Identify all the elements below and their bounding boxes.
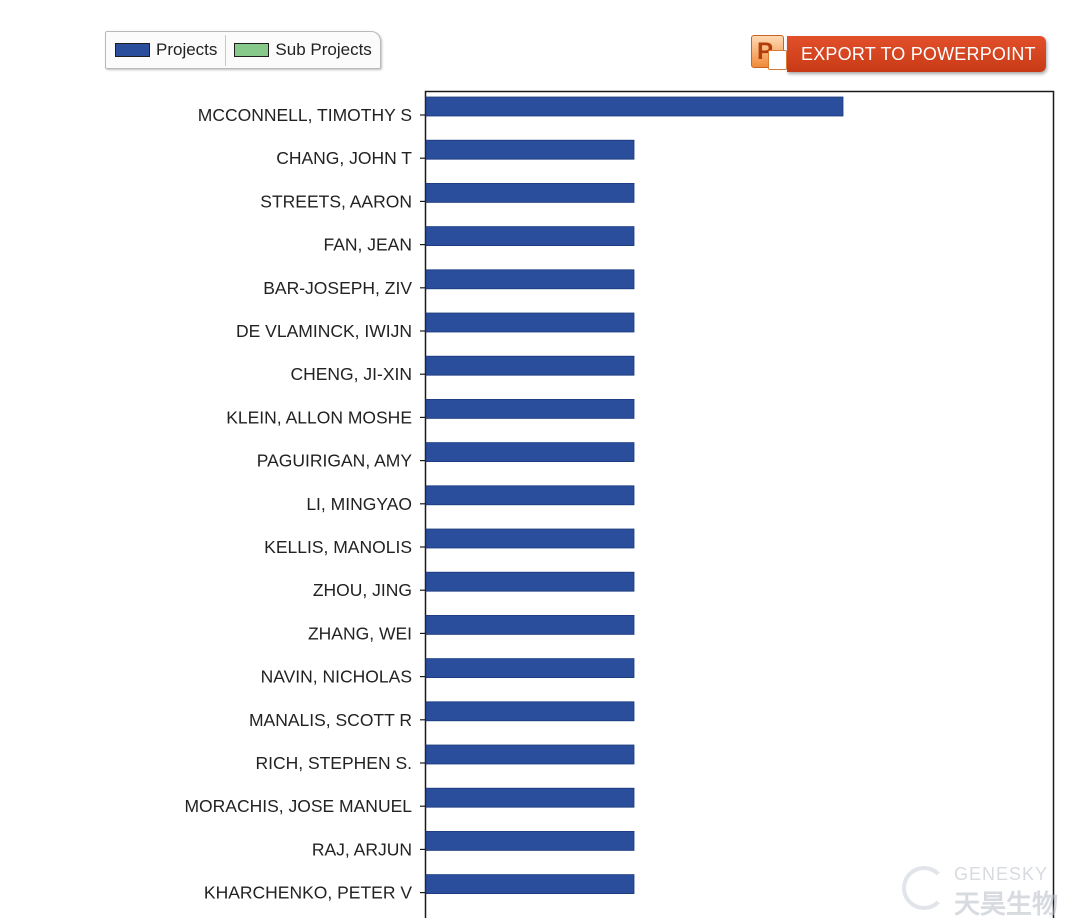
y-axis-tick-label: PAGUIRIGAN, AMY xyxy=(257,451,413,471)
y-axis-tick-label: FAN, JEAN xyxy=(324,235,413,255)
legend-label-sub-projects: Sub Projects xyxy=(275,40,372,59)
y-axis-tick-label: KHARCHENKO, PETER V xyxy=(204,883,412,903)
bar-projects[interactable] xyxy=(425,615,635,635)
bar-projects[interactable] xyxy=(425,312,635,333)
y-axis-tick-label: CHENG, JI-XIN xyxy=(290,364,412,384)
bar-projects[interactable] xyxy=(425,442,635,463)
watermark-brand-en: GENESKY xyxy=(954,864,1049,884)
y-axis-tick-label: LI, MINGYAO xyxy=(306,494,412,514)
y-axis-tick-label: BAR-JOSEPH, ZIV xyxy=(263,278,412,298)
y-axis-tick-label: RICH, STEPHEN S. xyxy=(255,753,412,773)
bar-projects[interactable] xyxy=(425,874,635,894)
bar-projects[interactable] xyxy=(425,96,844,117)
export-button-label: EXPORT TO POWERPOINT xyxy=(787,36,1046,72)
y-axis-tick-label: KLEIN, ALLON MOSHE xyxy=(226,407,412,427)
y-axis-tick-label: ZHOU, JING xyxy=(313,580,412,600)
legend-item-sub-projects[interactable]: Sub Projects xyxy=(234,40,372,60)
bar-projects[interactable] xyxy=(425,744,635,765)
y-axis-tick-label: ZHANG, WEI xyxy=(308,623,412,643)
chart-legend: Projects Sub Projects xyxy=(105,31,381,69)
bar-projects[interactable] xyxy=(425,571,635,592)
legend-swatch-projects xyxy=(115,43,150,57)
y-axis-tick-label: CHANG, JOHN T xyxy=(276,148,412,168)
y-axis-tick-label: MANALIS, SCOTT R xyxy=(249,710,412,730)
y-axis-tick-label: STREETS, AARON xyxy=(260,191,412,211)
bar-projects[interactable] xyxy=(425,831,635,851)
legend-item-projects[interactable]: Projects xyxy=(115,40,217,60)
bar-projects[interactable] xyxy=(425,269,635,290)
bar-projects[interactable] xyxy=(425,701,635,722)
y-axis-tick-label: NAVIN, NICHOLAS xyxy=(261,667,412,687)
y-axis-tick-label: KELLIS, MANOLIS xyxy=(264,537,412,557)
powerpoint-icon: P xyxy=(749,35,789,73)
bar-projects[interactable] xyxy=(425,528,635,549)
y-axis-tick-label: RAJ, ARJUN xyxy=(312,839,412,859)
bar-projects[interactable] xyxy=(425,787,635,808)
legend-divider xyxy=(225,34,227,66)
bar-projects[interactable] xyxy=(425,398,635,419)
bar-projects[interactable] xyxy=(425,485,635,506)
bar-projects[interactable] xyxy=(425,182,635,203)
powerpoint-doc-icon xyxy=(768,50,787,70)
legend-swatch-sub-projects xyxy=(234,43,270,57)
bar-projects[interactable] xyxy=(425,139,635,160)
genesky-watermark: GENESKY 天昊生物 xyxy=(902,862,1072,919)
y-axis-tick-label: DE VLAMINCK, IWIJN xyxy=(236,321,412,341)
y-axis-tick-label: MORACHIS, JOSE MANUEL xyxy=(184,796,412,816)
legend-label-projects: Projects xyxy=(156,40,218,59)
bar-projects[interactable] xyxy=(425,226,635,247)
bar-projects[interactable] xyxy=(425,658,635,678)
bar-projects[interactable] xyxy=(425,355,635,376)
export-to-powerpoint-button[interactable]: P EXPORT TO POWERPOINT xyxy=(749,35,1046,73)
genesky-logo-icon xyxy=(902,866,946,910)
y-axis-tick-label: MCCONNELL, TIMOTHY S xyxy=(198,105,412,125)
watermark-brand-cn: 天昊生物 xyxy=(954,889,1059,919)
